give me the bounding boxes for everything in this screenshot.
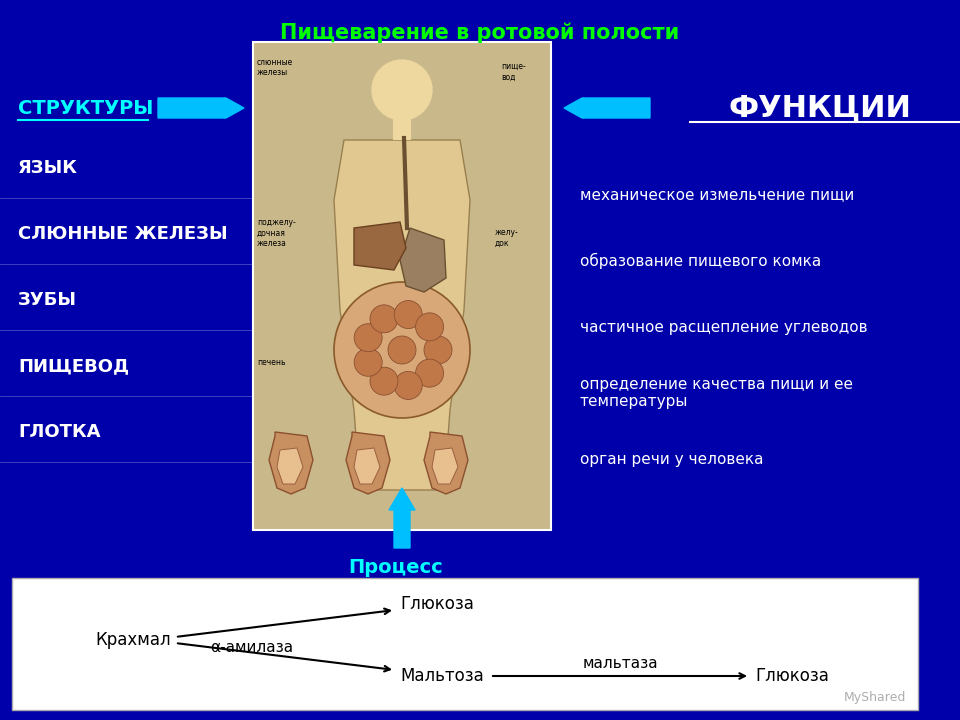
FancyArrow shape bbox=[158, 98, 244, 118]
FancyBboxPatch shape bbox=[253, 42, 551, 530]
Text: ФУНКЦИИ: ФУНКЦИИ bbox=[729, 94, 911, 122]
Text: механическое измельчение пищи: механическое измельчение пищи bbox=[580, 187, 854, 202]
Text: ЯЗЫК: ЯЗЫК bbox=[18, 159, 78, 177]
Polygon shape bbox=[400, 228, 446, 292]
Text: Крахмал: Крахмал bbox=[95, 631, 171, 649]
Text: Процесс: Процесс bbox=[348, 558, 443, 577]
Text: частичное расщепление углеводов: частичное расщепление углеводов bbox=[580, 320, 868, 335]
Text: Глюкоза: Глюкоза bbox=[755, 667, 828, 685]
Text: слюнные
железы: слюнные железы bbox=[257, 58, 293, 78]
Text: ПИЩЕВОД: ПИЩЕВОД bbox=[18, 357, 130, 375]
FancyBboxPatch shape bbox=[12, 578, 918, 710]
Text: Мальтоза: Мальтоза bbox=[400, 667, 484, 685]
Text: MyShared: MyShared bbox=[844, 691, 906, 704]
Text: СТРУКТУРЫ: СТРУКТУРЫ bbox=[18, 99, 154, 117]
Text: ЗУБЫ: ЗУБЫ bbox=[18, 291, 77, 309]
Polygon shape bbox=[346, 432, 390, 494]
Polygon shape bbox=[354, 222, 406, 270]
FancyBboxPatch shape bbox=[393, 118, 411, 140]
Text: определение качества пищи и ее
температуры: определение качества пищи и ее температу… bbox=[580, 377, 853, 409]
Circle shape bbox=[354, 324, 382, 351]
Text: печень: печень bbox=[257, 358, 285, 367]
Polygon shape bbox=[432, 448, 458, 484]
Text: орган речи у человека: орган речи у человека bbox=[580, 451, 763, 467]
Polygon shape bbox=[277, 448, 303, 484]
Polygon shape bbox=[334, 140, 470, 490]
Circle shape bbox=[388, 336, 416, 364]
Text: α-амилаза: α-амилаза bbox=[210, 641, 293, 655]
Circle shape bbox=[395, 300, 422, 328]
Text: образование пищевого комка: образование пищевого комка bbox=[580, 253, 821, 269]
FancyArrow shape bbox=[564, 98, 650, 118]
Circle shape bbox=[395, 372, 422, 400]
Circle shape bbox=[424, 336, 452, 364]
Circle shape bbox=[354, 348, 382, 377]
Circle shape bbox=[370, 305, 398, 333]
Circle shape bbox=[370, 367, 398, 395]
Circle shape bbox=[334, 282, 470, 418]
Circle shape bbox=[416, 313, 444, 341]
Text: СЛЮННЫЕ ЖЕЛЕЗЫ: СЛЮННЫЕ ЖЕЛЕЗЫ bbox=[18, 225, 228, 243]
Text: желу-
док: желу- док bbox=[495, 228, 518, 248]
Text: пище-
вод: пище- вод bbox=[501, 62, 526, 81]
Text: поджелу-
дочная
железа: поджелу- дочная железа bbox=[257, 218, 296, 248]
Polygon shape bbox=[269, 432, 313, 494]
FancyArrow shape bbox=[389, 488, 415, 548]
Polygon shape bbox=[354, 448, 380, 484]
Circle shape bbox=[372, 60, 432, 120]
Circle shape bbox=[416, 359, 444, 387]
Text: Пищеварение в ротовой полости: Пищеварение в ротовой полости bbox=[280, 22, 680, 42]
Text: ГЛОТКА: ГЛОТКА bbox=[18, 423, 101, 441]
Polygon shape bbox=[424, 432, 468, 494]
Text: мальтаза: мальтаза bbox=[582, 657, 658, 672]
Text: Глюкоза: Глюкоза bbox=[400, 595, 474, 613]
